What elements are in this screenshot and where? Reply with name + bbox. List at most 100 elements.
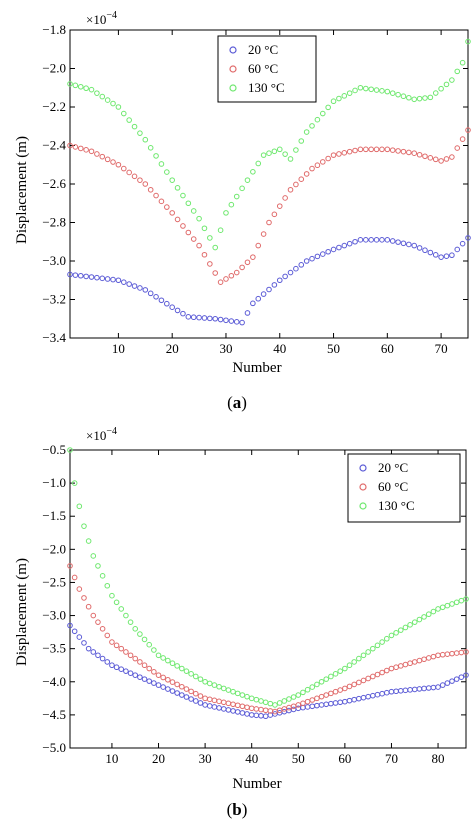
chart-b-point bbox=[104, 582, 111, 589]
chart-a-point bbox=[77, 145, 84, 152]
chart-b-point bbox=[197, 700, 204, 706]
chart-a-point bbox=[411, 96, 418, 103]
chart-b-point bbox=[169, 688, 176, 694]
chart-b-point bbox=[304, 686, 311, 693]
chart-a-point bbox=[115, 104, 122, 110]
chart-b-point bbox=[449, 601, 455, 607]
chart-b-point bbox=[76, 503, 83, 510]
chart-a-point bbox=[72, 82, 79, 89]
chart-b-y-tick-label: −5.0 bbox=[42, 740, 66, 755]
chart-b-point bbox=[346, 697, 353, 704]
chart-a-y-tick-label: −2.0 bbox=[42, 61, 66, 76]
chart-a-point bbox=[406, 149, 412, 156]
chart-b-y-tick-label: −1.0 bbox=[42, 475, 66, 490]
chart-a-point bbox=[346, 90, 353, 96]
chart-a-point bbox=[314, 253, 321, 260]
chart-a-series-1 bbox=[67, 127, 471, 285]
chart-a-point bbox=[153, 192, 159, 199]
chart-a-point bbox=[126, 169, 132, 176]
chart-b-point bbox=[430, 608, 437, 615]
chart-a-point bbox=[180, 223, 186, 229]
chart-a-point bbox=[196, 314, 202, 321]
chart-b-point bbox=[211, 697, 218, 704]
chart-a-point bbox=[228, 318, 235, 324]
chart-a-point bbox=[459, 59, 466, 66]
chart-b-x-tick-label: 40 bbox=[245, 751, 258, 766]
chart-b-point bbox=[230, 688, 236, 695]
chart-a-point bbox=[207, 235, 213, 241]
chart-b-point bbox=[81, 595, 87, 601]
chart-a-point bbox=[422, 247, 428, 254]
chart-b-point bbox=[76, 586, 83, 592]
chart-a-point bbox=[244, 259, 251, 266]
chart-a-point bbox=[169, 304, 175, 311]
chart-b-point bbox=[397, 663, 404, 669]
chart-a-point bbox=[250, 254, 256, 260]
chart-b-point bbox=[67, 563, 73, 569]
chart-b-point bbox=[286, 696, 292, 702]
chart-b-point bbox=[416, 616, 423, 623]
chart-b-legend bbox=[347, 453, 461, 523]
chart-b-point bbox=[179, 665, 185, 672]
chart-a-point bbox=[126, 281, 132, 287]
chart-b-point bbox=[146, 665, 152, 672]
chart-a-point bbox=[120, 279, 127, 285]
chart-b-point bbox=[71, 628, 78, 635]
chart-b-point bbox=[295, 692, 302, 698]
chart-a-point bbox=[325, 155, 331, 162]
chart-b-point bbox=[132, 672, 139, 678]
chart-a-series-2 bbox=[67, 38, 471, 251]
chart-b-point bbox=[314, 695, 320, 702]
chart-a-x-tick-label: 40 bbox=[273, 341, 286, 356]
chart-a-point bbox=[432, 156, 439, 163]
chart-a-point bbox=[239, 264, 245, 271]
chart-a-point bbox=[363, 237, 369, 243]
chart-b-point bbox=[444, 602, 451, 609]
chart-b-point bbox=[234, 690, 241, 697]
chart-b-point bbox=[356, 679, 362, 686]
chart-a-point bbox=[449, 77, 455, 83]
chart-b-point bbox=[351, 681, 357, 688]
chart-b-point bbox=[360, 694, 367, 701]
chart-a-point bbox=[104, 156, 111, 163]
chart-a-point bbox=[153, 153, 159, 159]
chart-b-legend-label: 130 °C bbox=[378, 498, 415, 513]
chart-a-point bbox=[212, 244, 219, 251]
chart-b-point bbox=[453, 650, 460, 656]
chart-a-point bbox=[309, 123, 315, 129]
chart-b-y-tick-label: −3.5 bbox=[42, 641, 66, 656]
chart-a-point bbox=[373, 237, 380, 243]
chart-b-x-tick-label: 70 bbox=[385, 751, 398, 766]
chart-a-point bbox=[110, 100, 116, 107]
chart-a-legend-label: 130 °C bbox=[248, 80, 285, 95]
chart-b-point bbox=[165, 686, 171, 692]
chart-b-point bbox=[118, 606, 125, 612]
chart-a-point bbox=[459, 240, 466, 247]
chart-a-point bbox=[336, 95, 342, 102]
chart-b-point bbox=[127, 619, 134, 625]
chart-a-point bbox=[212, 315, 219, 322]
chart-a-x-axis-title: Number bbox=[232, 360, 281, 376]
chart-b-point bbox=[220, 685, 227, 692]
chart-b-y-multiplier: ×10−4 bbox=[86, 426, 117, 443]
chart-a-point bbox=[190, 208, 197, 214]
chart-b-legend-marker bbox=[359, 464, 367, 472]
chart-a-point bbox=[357, 84, 364, 91]
chart-a-point bbox=[174, 216, 181, 223]
chart-a-point bbox=[266, 219, 272, 226]
chart-a-point bbox=[346, 148, 353, 155]
chart-a-point bbox=[174, 307, 181, 314]
chart-a-point bbox=[336, 244, 342, 251]
chart-b-point bbox=[328, 700, 334, 707]
chart-a-point bbox=[110, 159, 116, 165]
chart-b-point bbox=[318, 693, 325, 700]
chart-b-point bbox=[332, 671, 339, 677]
chart-b-point bbox=[328, 673, 334, 680]
chart-b-point bbox=[328, 690, 334, 697]
chart-b-point bbox=[90, 649, 97, 655]
chart-b-point bbox=[323, 692, 330, 698]
chart-b-point bbox=[300, 689, 306, 696]
chart-a-point bbox=[201, 251, 208, 258]
chart-a-point bbox=[83, 85, 89, 92]
chart-a-y-tick-label: −2.2 bbox=[42, 99, 66, 114]
